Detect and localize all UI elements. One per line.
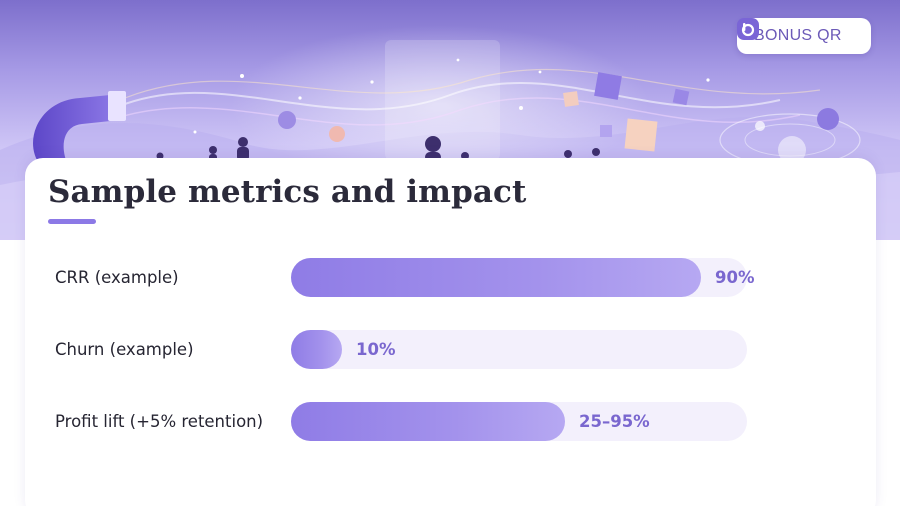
brand-label: BONUS QR — [754, 27, 842, 44]
bar-track — [291, 258, 747, 297]
bar-value-label: 10% — [356, 340, 396, 359]
bar-track — [291, 402, 747, 441]
bar-category-label: CRR (example) — [55, 268, 179, 287]
bar-category-label: Profit lift (+5% retention) — [55, 412, 264, 431]
bonus-qr-logo-icon — [737, 18, 759, 40]
bar-category-label: Churn (example) — [55, 340, 194, 359]
page-title: Sample metrics and impact — [48, 174, 527, 210]
bar-value-label: 90% — [715, 268, 755, 287]
bar-value-label: 25–95% — [579, 412, 650, 431]
bar — [291, 258, 701, 297]
brand-badge[interactable]: BONUS QR — [737, 18, 871, 54]
metrics-card: Sample metrics and impact CRR (example) 9… — [25, 158, 876, 506]
bar — [291, 402, 565, 441]
metrics-bar-chart: CRR (example) 90% Churn (example) 10% Profit… — [25, 158, 876, 506]
bar-track — [291, 330, 747, 369]
bar — [291, 330, 342, 369]
title-underline — [48, 219, 96, 224]
